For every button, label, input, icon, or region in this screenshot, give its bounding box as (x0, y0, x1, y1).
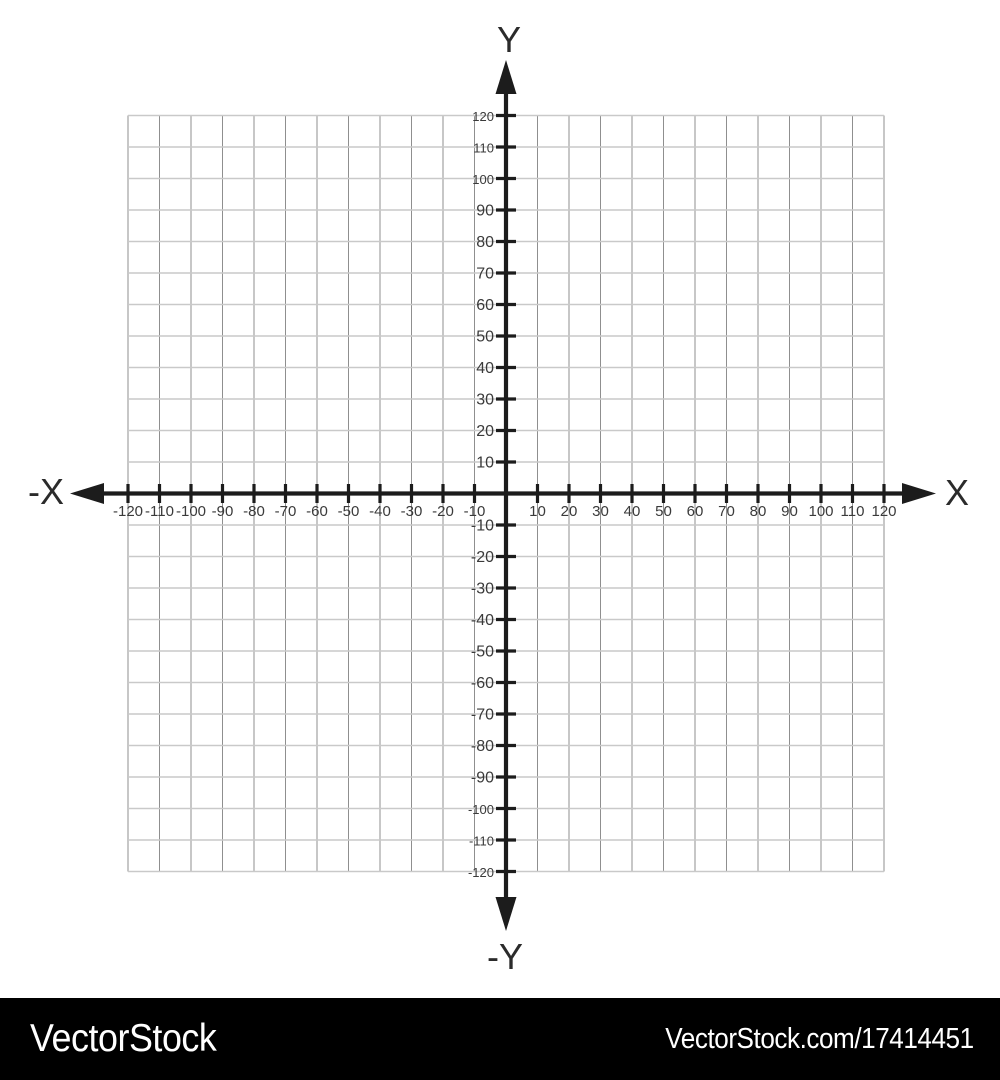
x-tick-label-70: 70 (718, 503, 735, 520)
y-axis-positive-arrow (495, 60, 517, 94)
x-tick-label--10: -10 (464, 503, 486, 520)
y-tick-label-90: 90 (476, 203, 494, 220)
y-tick-label--30: -30 (471, 581, 494, 598)
y-tick-label-120: 120 (472, 109, 494, 124)
y-tick-label-30: 30 (476, 392, 494, 409)
x-tick-label-120: 120 (871, 503, 896, 520)
y-axis-positive-label: Y (497, 19, 521, 60)
y-tick-label-110: 110 (473, 141, 494, 156)
x-tick-label--30: -30 (401, 503, 423, 520)
y-tick-label--120: -120 (468, 865, 494, 880)
x-tick-label--60: -60 (306, 503, 328, 520)
y-tick-label-40: 40 (476, 360, 494, 377)
x-axis-negative-arrow (70, 483, 104, 504)
y-tick-label--60: -60 (471, 675, 494, 692)
x-tick-label--70: -70 (275, 503, 297, 520)
y-axis-negative-arrow (495, 897, 517, 931)
x-tick-label-80: 80 (750, 503, 767, 520)
x-tick-label-50: 50 (655, 503, 672, 520)
x-tick-label-110: 110 (841, 503, 865, 520)
x-tick-label-40: 40 (624, 503, 641, 520)
x-tick-label-100: 100 (808, 503, 833, 520)
y-tick-label--40: -40 (471, 612, 494, 629)
x-axis-positive-label: X (945, 472, 969, 513)
x-tick-label-30: 30 (592, 503, 609, 520)
watermark-bar: VectorStock VectorStock.com/17414451 (0, 998, 1000, 1080)
y-tick-label-20: 20 (476, 423, 494, 440)
y-tick-label-50: 50 (476, 329, 494, 346)
x-tick-label--20: -20 (432, 503, 454, 520)
y-tick-label--110: -110 (469, 834, 494, 849)
y-axis-negative-label: -Y (487, 936, 523, 977)
x-tick-label--40: -40 (369, 503, 391, 520)
x-tick-label--120: -120 (113, 503, 143, 520)
vectorstock-logo-text: VectorStock (30, 1017, 217, 1060)
y-tick-label--80: -80 (471, 738, 494, 755)
x-tick-label-90: 90 (781, 503, 798, 520)
y-tick-label--50: -50 (471, 644, 494, 661)
x-tick-label--110: -110 (145, 503, 174, 520)
y-tick-label--20: -20 (471, 549, 494, 566)
x-axis-positive-arrow (902, 483, 936, 504)
vectorstock-credit-url: VectorStock.com/17414451 (665, 1022, 975, 1055)
y-tick-label-70: 70 (476, 266, 494, 283)
y-tick-label--10: -10 (471, 518, 494, 535)
y-tick-label-60: 60 (476, 297, 494, 314)
y-tick-label--90: -90 (471, 770, 494, 787)
x-tick-label--50: -50 (338, 503, 360, 520)
x-tick-label-10: 10 (529, 503, 546, 520)
axes (70, 60, 936, 931)
y-tick-label-10: 10 (476, 455, 494, 472)
x-tick-label--100: -100 (176, 503, 206, 520)
y-tick-label--70: -70 (471, 707, 494, 724)
y-tick-label-100: 100 (472, 172, 494, 187)
x-axis-negative-label: -X (28, 471, 64, 512)
y-tick-label--100: -100 (468, 802, 494, 817)
axis-tick-labels: -120 -110 -100 -90 -80 -70 -60 -50 -40 -30 -20 -10 1… (113, 109, 897, 880)
x-tick-label-60: 60 (687, 503, 704, 520)
x-tick-label--90: -90 (212, 503, 234, 520)
x-tick-label--80: -80 (243, 503, 265, 520)
y-tick-label-80: 80 (476, 234, 494, 251)
x-tick-label-20: 20 (561, 503, 578, 520)
